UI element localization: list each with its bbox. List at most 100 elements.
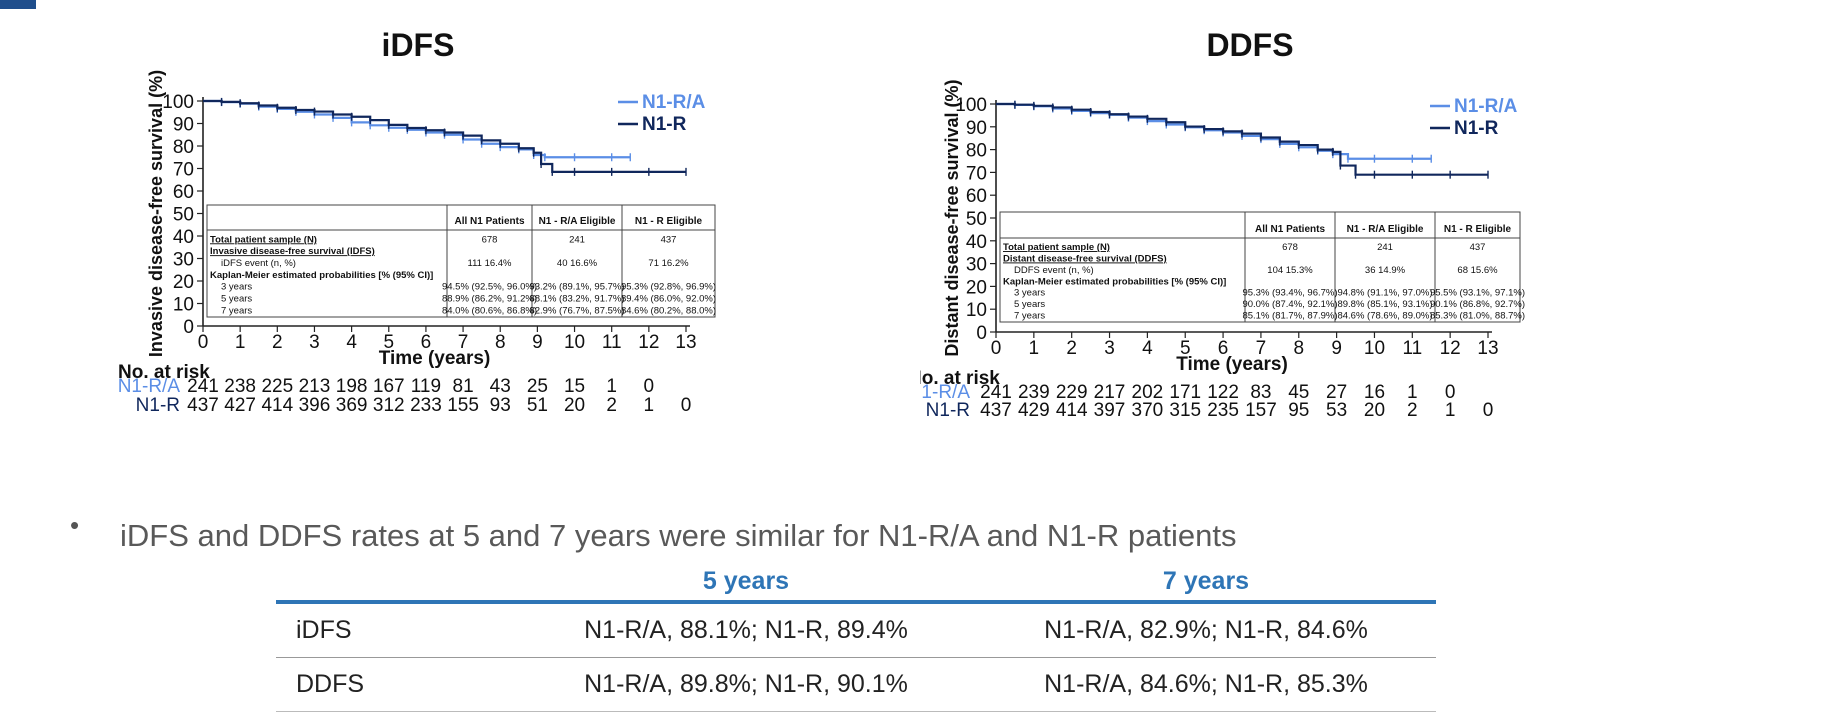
- inset-row-label: Total patient sample (N): [1003, 242, 1110, 253]
- legend-label: N1-R/A: [642, 92, 706, 113]
- summary-row-label: iDFS: [296, 616, 352, 644]
- x-tick-label: 13: [1477, 338, 1498, 359]
- km-curve-n1ra: [996, 102, 1432, 160]
- inset-header: All N1 Patients: [454, 216, 524, 227]
- inset-cell: 94.8% (91.1%, 97.0%): [1337, 288, 1432, 299]
- risk-count: 155: [447, 395, 479, 416]
- risk-count: 157: [1245, 400, 1277, 421]
- x-tick-label: 8: [495, 332, 506, 353]
- risk-count: 51: [527, 395, 548, 416]
- risk-count: 429: [1018, 400, 1050, 421]
- risk-count: 396: [299, 395, 331, 416]
- x-tick-label: 12: [1440, 338, 1461, 359]
- inset-cell: 111 16.4%: [467, 258, 512, 269]
- y-tick-label: 70: [966, 163, 987, 184]
- x-tick-label: 13: [675, 332, 696, 353]
- x-tick-label: 10: [564, 332, 585, 353]
- risk-count: 1: [1407, 382, 1418, 403]
- inset-cell: 85.3% (81.0%, 88.7%): [1430, 311, 1525, 322]
- risk-count: 370: [1132, 400, 1164, 421]
- x-axis-label: Time (years): [1176, 354, 1288, 375]
- inset-cell: 84.0% (80.6%, 86.8%): [442, 305, 537, 316]
- x-tick-label: 5: [383, 332, 394, 353]
- inset-cell: 71 16.2%: [648, 258, 689, 269]
- risk-count: 437: [980, 400, 1012, 421]
- legend-label: N1-R: [1454, 118, 1499, 139]
- y-tick-label: 10: [966, 300, 987, 321]
- x-tick-label: 3: [309, 332, 320, 353]
- summary-row-label: DDFS: [296, 670, 365, 698]
- inset-cell: 84.6% (78.6%, 89.0%): [1337, 311, 1432, 322]
- risk-count: 315: [1169, 400, 1201, 421]
- risk-count: 225: [261, 376, 293, 397]
- inset-header: N1 - R Eligible: [635, 216, 703, 227]
- inset-row-label: Invasive disease-free survival (IDFS): [210, 246, 375, 257]
- risk-count: 95: [1288, 400, 1309, 421]
- x-tick-label: 5: [1180, 338, 1191, 359]
- bullet-marker: •: [70, 510, 80, 540]
- y-tick-label: 80: [173, 137, 194, 158]
- x-tick-label: 4: [1142, 338, 1153, 359]
- risk-count: 122: [1207, 382, 1239, 403]
- risk-table-label: No. at risk: [118, 362, 210, 383]
- risk-count: 16: [1364, 382, 1385, 403]
- risk-count: 414: [1056, 400, 1088, 421]
- inset-cell: 95.3% (93.4%, 96.7%): [1242, 288, 1337, 299]
- title-accent-bar: [0, 0, 36, 9]
- x-tick-label: 8: [1293, 338, 1304, 359]
- risk-count: 83: [1250, 382, 1271, 403]
- risk-count: 198: [336, 376, 368, 397]
- inset-cell: 88.9% (86.2%, 91.2%): [442, 294, 537, 305]
- summary-cell-7y: N1-R/A, 82.9%; N1-R, 84.6%: [1044, 616, 1368, 644]
- risk-row-name: N1-R: [926, 400, 970, 421]
- summary-row-ddfs: DDFS N1-R/A, 89.8%; N1-R, 90.1% N1-R/A, …: [276, 658, 1436, 712]
- inset-cell: 95.3% (92.8%, 96.9%): [621, 282, 716, 293]
- inset-row-label: Kaplan-Meier estimated probabilities [% …: [1003, 276, 1226, 287]
- risk-count: 397: [1094, 400, 1126, 421]
- risk-count: 43: [490, 376, 511, 397]
- x-tick-label: 12: [638, 332, 659, 353]
- inset-row-label: 7 years: [1014, 311, 1045, 322]
- summary-cell-5y: N1-R/A, 89.8%; N1-R, 90.1%: [584, 670, 908, 698]
- risk-count: 15: [564, 376, 585, 397]
- y-tick-label: 0: [183, 317, 194, 338]
- inset-row-label: 5 years: [221, 294, 252, 305]
- summary-header-row: 5 years 7 years: [276, 562, 1436, 602]
- risk-count: 81: [453, 376, 474, 397]
- y-tick-label: 60: [173, 182, 194, 203]
- risk-count: 119: [411, 376, 441, 397]
- x-tick-label: 7: [458, 332, 469, 353]
- risk-count: 1: [606, 376, 617, 397]
- risk-row-name: N1-R: [136, 395, 180, 416]
- inset-cell: 678: [1282, 242, 1298, 253]
- x-tick-label: 2: [1066, 338, 1077, 359]
- chart-title: DDFS: [1206, 27, 1293, 63]
- inset-header: N1 - R Eligible: [1444, 224, 1512, 235]
- risk-count: 229: [1056, 382, 1088, 403]
- summary-header-empty: [276, 562, 516, 602]
- risk-count: 235: [1207, 400, 1239, 421]
- risk-count: 53: [1326, 400, 1347, 421]
- summary-table: 5 years 7 years iDFS N1-R/A, 88.1%; N1-R…: [276, 562, 1436, 712]
- risk-count: 1: [644, 395, 655, 416]
- inset-row-label: 7 years: [221, 305, 252, 316]
- risk-count: 238: [224, 376, 256, 397]
- inset-cell: 40 16.6%: [557, 258, 598, 269]
- risk-count: 241: [187, 376, 219, 397]
- bullet-text: iDFS and DDFS rates at 5 and 7 years wer…: [120, 518, 1237, 553]
- inset-row-label: Distant disease-free survival (DDFS): [1003, 253, 1167, 264]
- inset-cell: 89.8% (85.1%, 93.1%): [1337, 299, 1432, 310]
- risk-count: 0: [1483, 400, 1494, 421]
- x-tick-label: 6: [1218, 338, 1229, 359]
- inset-cell: 85.1% (81.7%, 87.9%): [1242, 311, 1337, 322]
- risk-count: 25: [527, 376, 548, 397]
- y-tick-label: 20: [173, 272, 194, 293]
- y-tick-label: 30: [966, 255, 987, 276]
- risk-count: 414: [261, 395, 293, 416]
- inset-row-label: 3 years: [221, 282, 252, 293]
- inset-cell: 90.0% (87.4%, 92.1%): [1242, 299, 1337, 310]
- risk-count: 167: [373, 376, 405, 397]
- y-tick-label: 60: [966, 186, 987, 207]
- risk-count: 217: [1094, 382, 1126, 403]
